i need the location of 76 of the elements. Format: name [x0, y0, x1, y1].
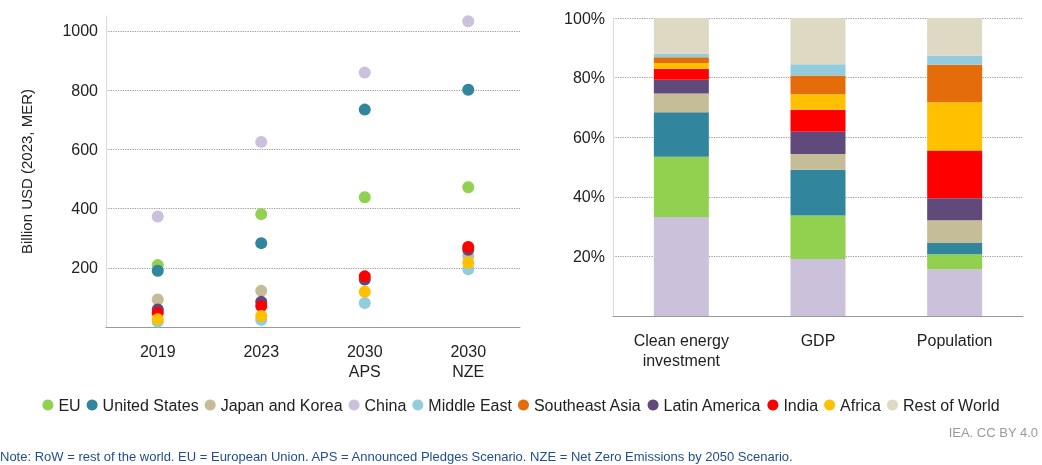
bar — [790, 259, 846, 316]
bar — [927, 64, 983, 103]
point — [151, 210, 164, 223]
legend-label: India — [783, 396, 819, 414]
legend-label: Southeast Asia — [533, 396, 641, 414]
bar — [790, 169, 846, 216]
text: IEA. CC BY 4.0 — [948, 425, 1038, 440]
y-tick-label: 100% — [564, 9, 605, 27]
legend-label: Africa — [840, 396, 882, 414]
legend-label: United States — [102, 396, 199, 414]
text: Note: RoW = rest of the world. EU = European Union. APS = Announced Pledges Scenario. NZE = Net Zero Emissions by 2050 Scenario. — [0, 449, 793, 464]
bar — [790, 131, 846, 154]
bar — [790, 64, 846, 76]
y-tick-label: 40% — [572, 188, 605, 206]
x-tick-label: Population — [916, 331, 993, 349]
bar — [927, 254, 983, 270]
x-tick-label: 2030 NZE — [450, 342, 487, 380]
point — [462, 83, 475, 96]
bar — [790, 215, 846, 260]
y-tick-label: 600 — [71, 140, 99, 158]
y-tick-label: 1000 — [62, 22, 99, 40]
y-tick-label: 200 — [71, 259, 99, 277]
y-tick-label: 20% — [572, 247, 605, 265]
legend-label: China — [364, 396, 407, 414]
y-tick-label: 80% — [572, 69, 605, 87]
point — [255, 208, 268, 221]
bar — [927, 150, 983, 199]
bar — [653, 217, 709, 316]
x-tick-label: 2023 — [243, 342, 280, 360]
bar — [653, 18, 709, 54]
bar — [653, 112, 709, 157]
legend-label: Rest of World — [902, 396, 1000, 414]
x-tick-label: 2019 — [139, 342, 176, 360]
y-tick-label: 60% — [572, 128, 605, 146]
bar — [653, 63, 709, 69]
x-tick-label: GDP — [800, 331, 836, 349]
bar — [653, 93, 709, 113]
bar — [790, 94, 846, 110]
bar — [790, 18, 846, 65]
bar — [653, 156, 709, 218]
point — [255, 284, 268, 297]
y-tick-label: 800 — [71, 81, 99, 99]
x-tick-label: Clean energy investment — [633, 331, 729, 369]
point — [358, 191, 371, 204]
legend-label: EU — [58, 396, 81, 414]
bar — [927, 269, 983, 316]
x-tick-label: 2030 APS — [346, 342, 383, 380]
point — [358, 285, 371, 298]
bar — [927, 242, 983, 255]
point — [358, 103, 371, 116]
point — [151, 264, 164, 277]
point — [358, 297, 371, 310]
bar — [927, 102, 983, 151]
bar — [927, 18, 983, 56]
bar — [653, 57, 709, 63]
bar — [927, 220, 983, 243]
legend-label: Japan and Korea — [220, 396, 343, 414]
bar — [790, 153, 846, 170]
point — [255, 135, 268, 148]
bar — [790, 75, 846, 95]
point — [462, 256, 475, 269]
bar — [927, 55, 983, 65]
point — [462, 15, 475, 28]
point — [462, 181, 475, 194]
bar — [927, 198, 983, 221]
y-axis-title: Billion USD (2023, MER) — [18, 88, 35, 255]
legend-label: Middle East — [428, 396, 513, 414]
point — [358, 66, 371, 79]
point — [151, 293, 164, 306]
bar — [653, 79, 709, 94]
point — [255, 299, 268, 312]
y-tick-label: 400 — [71, 200, 99, 218]
point — [255, 237, 268, 250]
bar — [790, 109, 846, 132]
legend-label: Latin America — [663, 396, 761, 414]
bar — [653, 68, 709, 80]
